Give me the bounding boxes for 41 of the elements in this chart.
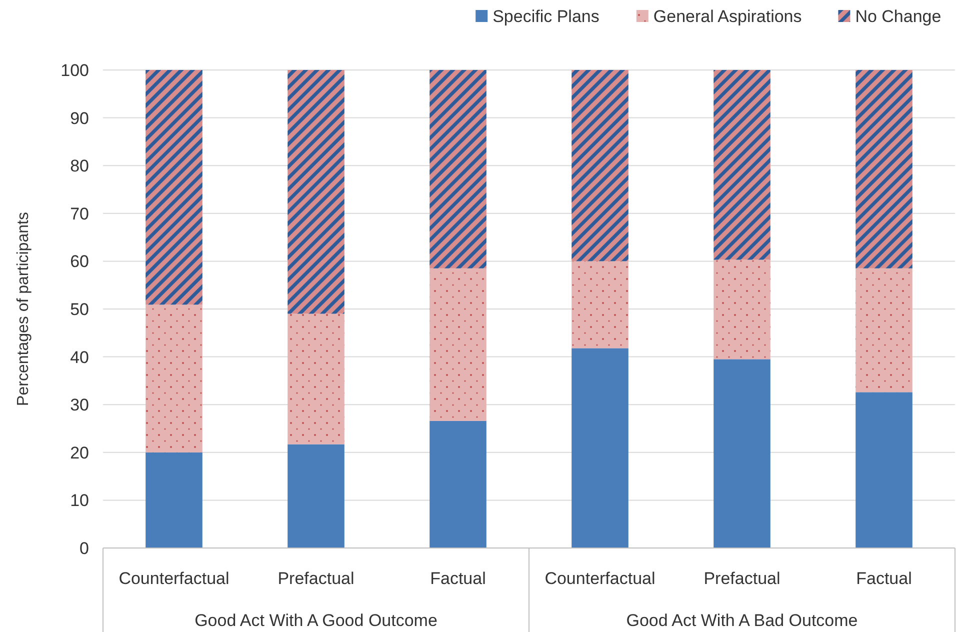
bar bbox=[430, 268, 486, 421]
y-tick-label: 10 bbox=[70, 491, 89, 510]
bar bbox=[146, 304, 202, 452]
legend-label: Specific Plans bbox=[492, 7, 600, 26]
x-tick-label: Factual bbox=[856, 569, 912, 588]
text: Good Act With A Bad Outcome bbox=[626, 611, 858, 630]
legend-label: General Aspirations bbox=[653, 7, 802, 26]
y-tick-label: 30 bbox=[70, 396, 89, 415]
legend-label: No Change bbox=[855, 7, 942, 26]
bar bbox=[714, 260, 770, 360]
bar bbox=[146, 452, 202, 548]
bar bbox=[430, 70, 486, 268]
bar bbox=[714, 359, 770, 548]
y-tick-label: 20 bbox=[70, 443, 89, 462]
x-tick-label: Counterfactual bbox=[544, 569, 656, 588]
bar bbox=[288, 444, 344, 548]
bar bbox=[856, 70, 912, 268]
bar bbox=[572, 261, 628, 348]
x-tick-label: Factual bbox=[430, 569, 486, 588]
bar bbox=[572, 348, 628, 548]
y-tick-label: 90 bbox=[70, 108, 89, 128]
bar bbox=[288, 70, 344, 314]
y-tick-label: 50 bbox=[70, 300, 89, 319]
y-tick-label: 70 bbox=[70, 204, 89, 224]
bar bbox=[146, 70, 202, 305]
y-tick-label: 0 bbox=[80, 538, 89, 558]
bar bbox=[572, 70, 628, 262]
bar bbox=[856, 268, 912, 392]
y-axis-title: Percentages of participants bbox=[15, 212, 32, 406]
x-tick-label: Counterfactual bbox=[118, 569, 230, 588]
x-tick-label: Prefactual bbox=[704, 569, 780, 588]
y-tick-label: 80 bbox=[70, 156, 89, 176]
bar bbox=[714, 70, 770, 260]
y-tick-label: 40 bbox=[70, 348, 89, 367]
text: Good Act With A Good Outcome bbox=[194, 611, 438, 630]
y-tick-label: 100 bbox=[60, 60, 89, 80]
bar bbox=[288, 314, 344, 444]
bar bbox=[430, 420, 486, 548]
bar bbox=[856, 392, 912, 548]
y-tick-label: 60 bbox=[70, 252, 89, 272]
x-tick-label: Prefactual bbox=[278, 569, 354, 588]
